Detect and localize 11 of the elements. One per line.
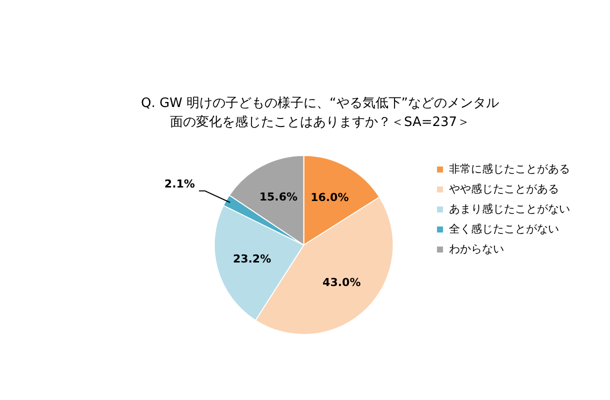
data-label: 15.6%: [259, 190, 298, 204]
legend-label: 非常に感じたことがある: [449, 162, 570, 176]
legend-label: あまり感じたことがない: [449, 202, 570, 216]
legend-label: やや感じたことがある: [449, 182, 559, 196]
data-label: 43.0%: [322, 276, 361, 289]
data-label: 23.2%: [232, 252, 272, 266]
legend-label: 全く感じたことがない: [449, 222, 559, 236]
legend-label: わからない: [449, 242, 504, 256]
data-label: 2.1%: [164, 178, 195, 191]
data-label: 16.0%: [310, 190, 349, 204]
chart-title: Q. GW 明けの子どもの様子に、“やる気低下”などのメンタル面の変化を感じたことはありますか？＜SA=237＞: [140, 95, 500, 132]
